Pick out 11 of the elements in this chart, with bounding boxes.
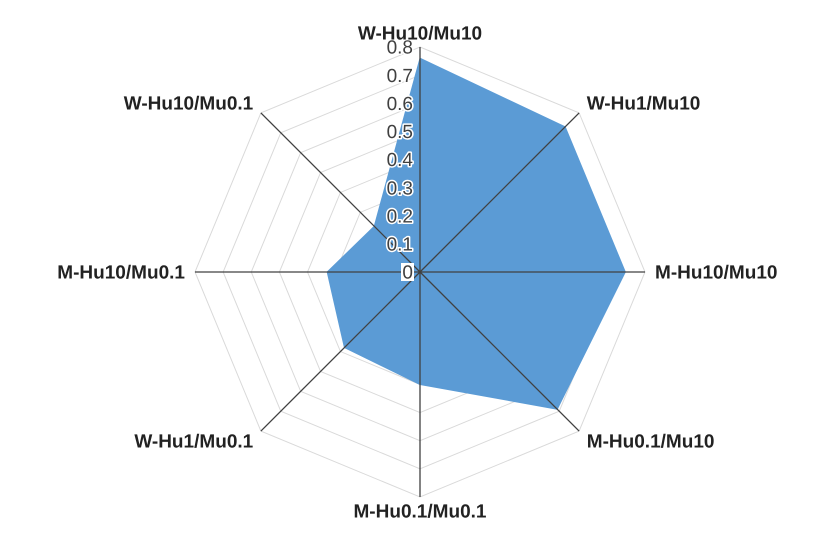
spoke-label: W-Hu10/Mu0.1 [124, 94, 254, 115]
spoke-label: M-Hu10/Mu10 [655, 262, 778, 284]
spoke-label: M-Hu0.1/Mu10 [586, 432, 715, 453]
y-tick-label: 0 [402, 262, 413, 284]
spoke-label: W-Hu1/Mu10 [586, 94, 700, 115]
spoke-label: M-Hu0.1/Mu0.1 [353, 502, 487, 523]
spoke-label: M-Hu10/Mu0.1 [57, 262, 186, 284]
y-tick-label: 0.3 [386, 178, 413, 200]
spoke-label: W-Hu1/Mu0.1 [134, 432, 254, 453]
y-tick-label: 0.2 [386, 206, 413, 228]
y-tick-label: 0.7 [386, 66, 413, 87]
